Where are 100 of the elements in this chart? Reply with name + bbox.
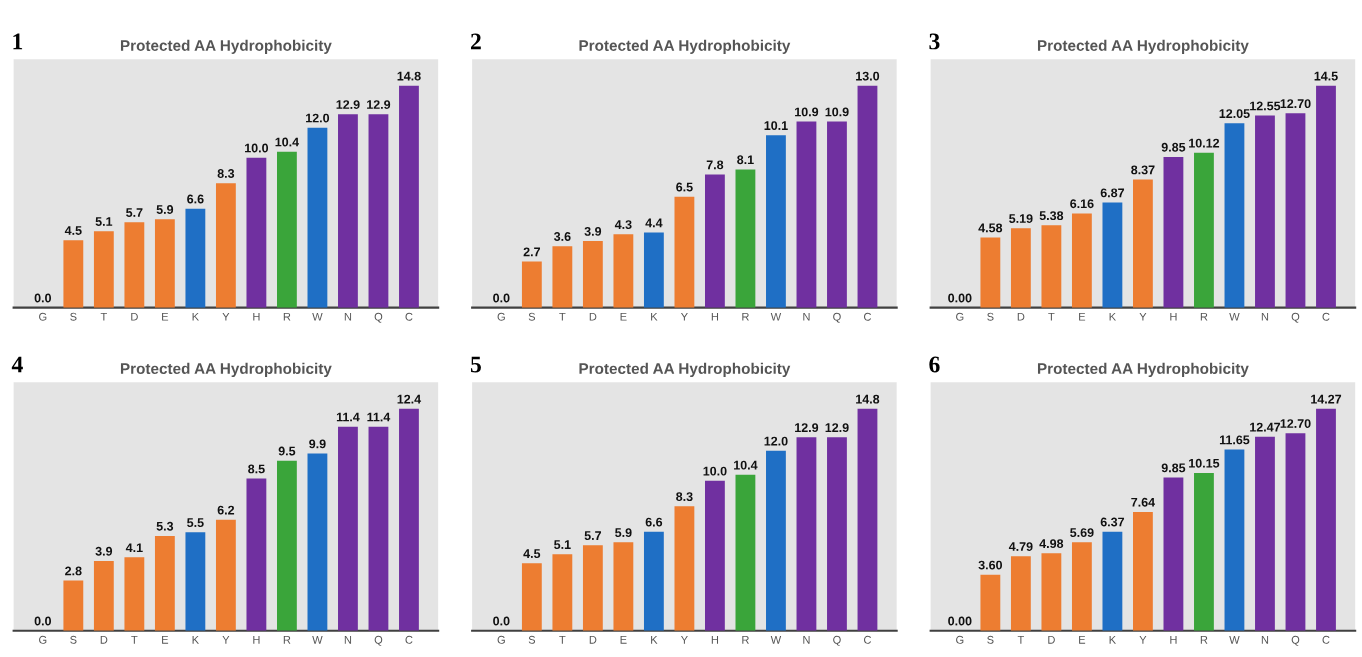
bar bbox=[246, 157, 267, 308]
bar bbox=[277, 151, 297, 308]
bar bbox=[552, 554, 573, 631]
data-label: 0.00 bbox=[948, 616, 972, 626]
bar bbox=[857, 85, 878, 308]
data-label: 5.3 bbox=[156, 521, 174, 531]
bar bbox=[796, 437, 817, 631]
x-tick-label: D bbox=[589, 312, 597, 321]
bar bbox=[63, 240, 84, 308]
data-label: 12.55 bbox=[1250, 101, 1281, 111]
data-label: 9.85 bbox=[1161, 142, 1186, 152]
data-label: 5.9 bbox=[615, 528, 632, 538]
data-label: 4.1 bbox=[125, 543, 143, 552]
bar bbox=[705, 174, 725, 308]
x-tick-label: G bbox=[39, 312, 47, 321]
data-label: 6.16 bbox=[1070, 199, 1094, 209]
bar bbox=[124, 222, 145, 308]
x-tick-label: N bbox=[803, 312, 810, 321]
bar bbox=[1133, 511, 1153, 631]
data-label: 4.5 bbox=[64, 226, 82, 235]
data-label: 0.0 bbox=[34, 293, 52, 303]
x-tick-label: G bbox=[497, 635, 505, 644]
text: 2 bbox=[471, 33, 481, 50]
x-tick-label: R bbox=[742, 312, 749, 321]
chart-title: Protected AA Hydrophobicity bbox=[120, 39, 332, 54]
data-label: 3.6 bbox=[553, 232, 571, 241]
data-label: 10.15 bbox=[1189, 458, 1220, 468]
data-label: 5.38 bbox=[1039, 211, 1064, 221]
bar bbox=[766, 450, 786, 631]
bar bbox=[766, 135, 786, 308]
data-label: 3.60 bbox=[978, 560, 1003, 570]
text: 5 bbox=[470, 356, 481, 373]
data-label: 13.0 bbox=[856, 71, 880, 81]
bar bbox=[368, 114, 389, 308]
data-label: 3.9 bbox=[95, 546, 113, 556]
data-label: 14.5 bbox=[1314, 71, 1338, 81]
bar bbox=[1224, 123, 1245, 308]
bar bbox=[827, 437, 847, 631]
bar bbox=[93, 560, 114, 631]
bar bbox=[63, 580, 84, 631]
data-label: 6.6 bbox=[187, 194, 204, 204]
x-tick-label: K bbox=[651, 312, 658, 321]
bar bbox=[399, 85, 419, 308]
bar bbox=[796, 121, 817, 308]
bar bbox=[1194, 472, 1214, 631]
bar bbox=[735, 474, 756, 631]
x-tick-label: E bbox=[620, 312, 627, 321]
bar bbox=[521, 261, 542, 308]
x-tick-label: Y bbox=[222, 312, 230, 321]
data-label: 12.9 bbox=[336, 100, 360, 109]
x-tick-label: T bbox=[100, 312, 107, 321]
data-label: 12.70 bbox=[1280, 99, 1311, 109]
x-tick-label: D bbox=[1017, 312, 1025, 321]
x-tick-label: H bbox=[253, 312, 260, 321]
x-tick-label: T bbox=[559, 312, 566, 321]
x-tick-label: N bbox=[344, 312, 352, 321]
bar bbox=[185, 532, 206, 631]
x-tick-label: Q bbox=[1291, 635, 1300, 646]
bar bbox=[643, 232, 664, 308]
bar bbox=[1133, 179, 1153, 308]
x-tick-label: G bbox=[956, 635, 964, 644]
bar bbox=[1224, 449, 1245, 631]
bar bbox=[521, 563, 542, 631]
data-label: 8.5 bbox=[248, 464, 265, 474]
data-label: 0.0 bbox=[34, 616, 52, 626]
bar bbox=[368, 426, 389, 631]
x-tick-label: H bbox=[1170, 635, 1177, 644]
bar bbox=[613, 234, 634, 308]
data-label: 12.4 bbox=[397, 394, 422, 404]
x-tick-label: C bbox=[1322, 312, 1330, 321]
data-label: 0.0 bbox=[493, 293, 510, 303]
x-tick-label: C bbox=[864, 635, 872, 644]
x-tick-label: K bbox=[192, 635, 199, 644]
x-tick-label: E bbox=[620, 635, 627, 644]
bar bbox=[705, 480, 725, 631]
data-label: 5.19 bbox=[1009, 214, 1033, 223]
bar bbox=[643, 531, 664, 631]
data-label: 11.4 bbox=[336, 412, 360, 422]
data-label: 6.37 bbox=[1100, 517, 1125, 527]
bar bbox=[1255, 115, 1275, 308]
x-tick-label: W bbox=[312, 635, 323, 644]
data-label: 0.00 bbox=[948, 293, 972, 303]
bar bbox=[1010, 228, 1031, 308]
data-label: 12.0 bbox=[764, 436, 788, 446]
data-label: 6.2 bbox=[217, 505, 235, 515]
data-label: 12.9 bbox=[825, 423, 849, 433]
x-tick-label: K bbox=[192, 312, 199, 321]
x-tick-label: W bbox=[770, 635, 782, 644]
bar bbox=[613, 542, 634, 631]
data-label: 12.0 bbox=[306, 113, 330, 123]
data-label: 4.3 bbox=[614, 220, 632, 230]
x-tick-label: D bbox=[1048, 635, 1055, 644]
chart-title: Protected AA Hydrophobicity bbox=[579, 39, 791, 54]
x-tick-label: Q bbox=[1291, 312, 1300, 323]
data-label: 10.0 bbox=[245, 143, 269, 153]
x-tick-label: W bbox=[1229, 312, 1240, 321]
bar bbox=[338, 114, 358, 308]
x-tick-label: R bbox=[283, 635, 291, 644]
x-tick-label: E bbox=[1079, 312, 1086, 321]
data-label: 4.79 bbox=[1008, 542, 1033, 551]
